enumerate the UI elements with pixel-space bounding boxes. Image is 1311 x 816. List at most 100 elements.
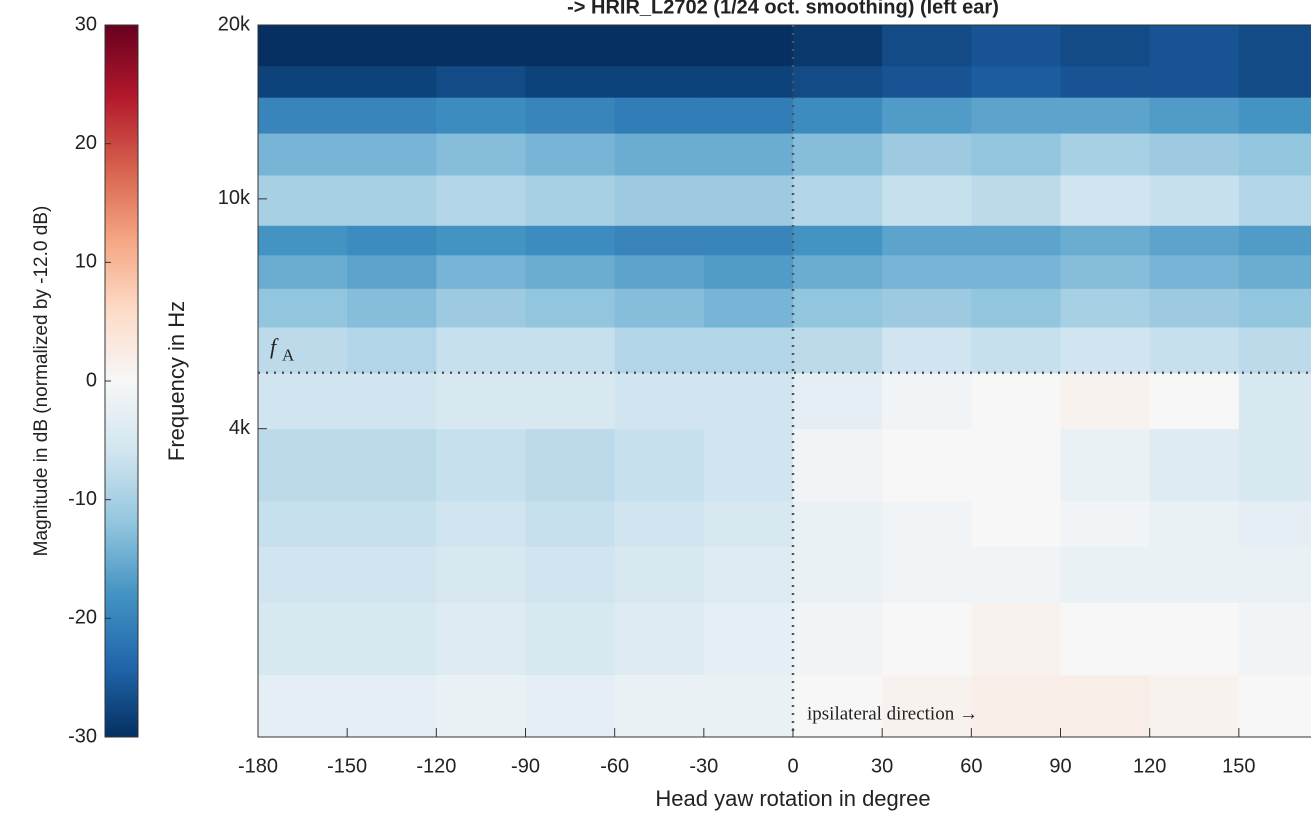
heatmap-cell xyxy=(436,602,526,676)
heatmap-cell xyxy=(1149,25,1240,67)
x-tick-label: 120 xyxy=(1133,755,1166,777)
colorbar-tick-label: -10 xyxy=(68,488,97,510)
heatmap-cell xyxy=(258,372,348,430)
chart-title: -> HRIR_L2702 (1/24 oct. smoothing) (lef… xyxy=(567,0,999,18)
heatmap-cell xyxy=(258,174,348,226)
heatmap-cell xyxy=(1060,133,1151,176)
heatmap-cell xyxy=(1149,254,1240,289)
heatmap-cell xyxy=(793,225,883,256)
x-tick-label: -60 xyxy=(600,755,629,777)
heatmap-cell xyxy=(1149,174,1240,226)
colorbar-label: Magnitude in dB (normalized by -12.0 dB) xyxy=(31,206,52,557)
heatmap-cell xyxy=(1060,254,1151,289)
heatmap-cell xyxy=(882,602,972,676)
heatmap-cell xyxy=(347,602,437,676)
heatmap-cell xyxy=(525,500,616,548)
heatmap-cell xyxy=(882,372,972,430)
heatmap-cell xyxy=(347,428,437,502)
heatmap-cell xyxy=(1060,428,1151,502)
heatmap-cell xyxy=(436,500,526,548)
heatmap-cell xyxy=(793,254,883,289)
heatmap-cell xyxy=(436,133,526,176)
heatmap-cell xyxy=(525,546,616,604)
heatmap-cell xyxy=(882,546,972,604)
heatmap-cell xyxy=(525,97,616,134)
heatmap-cell xyxy=(436,546,526,604)
heatmap-cell xyxy=(793,602,883,676)
x-tick-label: 30 xyxy=(871,755,893,777)
heatmap-cell xyxy=(525,288,616,328)
heatmap-cell xyxy=(614,254,705,289)
heatmap-cell xyxy=(525,326,616,374)
heatmap-cell xyxy=(1149,326,1240,374)
heatmap-cell xyxy=(1060,500,1151,548)
heatmap-cell xyxy=(1060,674,1151,737)
heatmap-cell xyxy=(347,288,437,328)
heatmap-cell xyxy=(436,674,526,737)
y-axis-label: Frequency in Hz xyxy=(164,301,189,461)
x-tick-label: -150 xyxy=(327,755,367,777)
heatmap-cell xyxy=(971,428,1061,502)
heatmap-cell xyxy=(258,254,348,289)
heatmap-cell xyxy=(436,65,526,98)
heatmap-cell xyxy=(614,372,705,430)
heatmap-cell xyxy=(525,25,616,67)
heatmap-cell xyxy=(436,174,526,226)
colorbar-tick-label: 0 xyxy=(86,369,97,391)
heatmap-cell xyxy=(614,428,705,502)
heatmap-cell xyxy=(793,546,883,604)
heatmap-cell xyxy=(793,288,883,328)
heatmap-cell xyxy=(614,133,705,176)
heatmap-cell xyxy=(793,326,883,374)
heatmap-cell xyxy=(971,546,1061,604)
heatmap-cell xyxy=(1149,372,1240,430)
heatmap-cell xyxy=(1238,288,1311,328)
heatmap-cell xyxy=(1149,546,1240,604)
heatmap-cell xyxy=(703,65,794,98)
colorbar-tick-label: 30 xyxy=(75,13,97,35)
heatmap-cell xyxy=(793,65,883,98)
heatmap-cell xyxy=(703,372,794,430)
heatmap-cell xyxy=(258,546,348,604)
heatmap-cell xyxy=(614,326,705,374)
heatmap-cell xyxy=(882,25,972,67)
heatmap-cell xyxy=(882,133,972,176)
heatmap-cell xyxy=(436,97,526,134)
heatmap-cell xyxy=(703,225,794,256)
heatmap-cell xyxy=(1238,225,1311,256)
heatmap-cell xyxy=(793,372,883,430)
annotation: A xyxy=(282,346,295,365)
heatmap-cell xyxy=(258,65,348,98)
heatmap-cell xyxy=(703,97,794,134)
heatmap-cell xyxy=(1149,288,1240,328)
y-tick-label: 20k xyxy=(218,13,251,35)
heatmap-cell xyxy=(971,602,1061,676)
heatmap-cell xyxy=(614,25,705,67)
heatmap-cell xyxy=(436,372,526,430)
heatmap-cell xyxy=(1060,602,1151,676)
heatmap-cell xyxy=(1238,602,1311,676)
heatmap-cell xyxy=(614,674,705,737)
heatmap-cell xyxy=(882,326,972,374)
heatmap xyxy=(258,25,1311,737)
heatmap-cell xyxy=(703,674,794,737)
heatmap-cell xyxy=(703,133,794,176)
heatmap-cell xyxy=(793,428,883,502)
heatmap-cell xyxy=(1060,97,1151,134)
heatmap-cell xyxy=(971,288,1061,328)
heatmap-cell xyxy=(703,254,794,289)
heatmap-cell xyxy=(1149,65,1240,98)
heatmap-cell xyxy=(1238,97,1311,134)
heatmap-cell xyxy=(258,674,348,737)
heatmap-cell xyxy=(436,225,526,256)
x-tick-label: -30 xyxy=(689,755,718,777)
heatmap-cell xyxy=(436,25,526,67)
y-tick-label: 10k xyxy=(218,187,251,209)
heatmap-cell xyxy=(347,133,437,176)
heatmap-cell xyxy=(793,133,883,176)
x-tick-label: -90 xyxy=(511,755,540,777)
heatmap-cell xyxy=(525,372,616,430)
heatmap-cell xyxy=(436,326,526,374)
heatmap-cell xyxy=(1060,546,1151,604)
